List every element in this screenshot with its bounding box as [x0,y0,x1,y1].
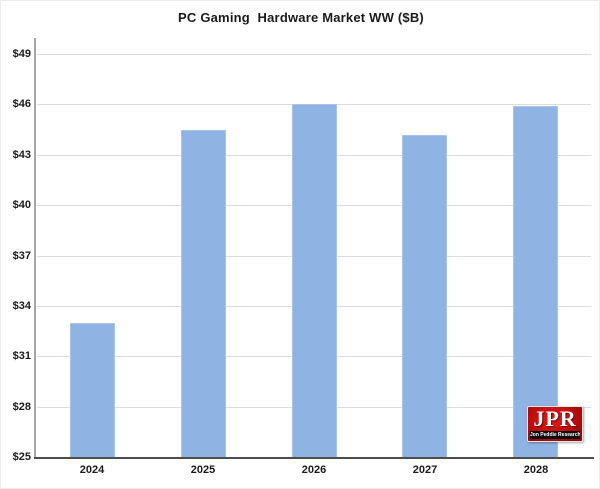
bar-2024 [70,323,115,457]
x-tick-label-2025: 2025 [190,464,216,476]
y-axis-line [34,38,36,459]
bar-2025 [181,130,226,457]
x-tick-label-2024: 2024 [79,464,105,476]
y-tick-label-46: $46 [12,98,31,110]
gridline-49 [37,54,591,55]
x-tick-label-2027: 2027 [412,464,438,476]
bar-2027 [402,135,447,457]
y-tick-label-34: $34 [12,300,31,312]
x-tick-label-2026: 2026 [301,464,327,476]
y-tick-label-43: $43 [12,149,31,161]
x-axis-line [34,457,594,459]
bar-2028 [513,106,558,457]
jpr-logo-subtext: Jon Peddie Research [530,431,580,439]
bar-2026 [292,104,337,457]
y-tick-label-25: $25 [12,451,31,463]
y-tick-label-49: $49 [12,48,31,60]
y-tick-label-37: $37 [12,250,31,262]
x-tick-label-2028: 2028 [523,464,549,476]
y-tick-label-28: $28 [12,401,31,413]
y-tick-label-31: $31 [12,350,31,362]
plot-area [37,54,591,457]
jpr-logo: JPR Jon Peddie Research [527,406,583,442]
jpr-logo-text: JPR [533,406,577,431]
chart-title: PC Gaming Hardware Market WW ($B) [178,10,424,25]
y-tick-label-40: $40 [12,199,31,211]
